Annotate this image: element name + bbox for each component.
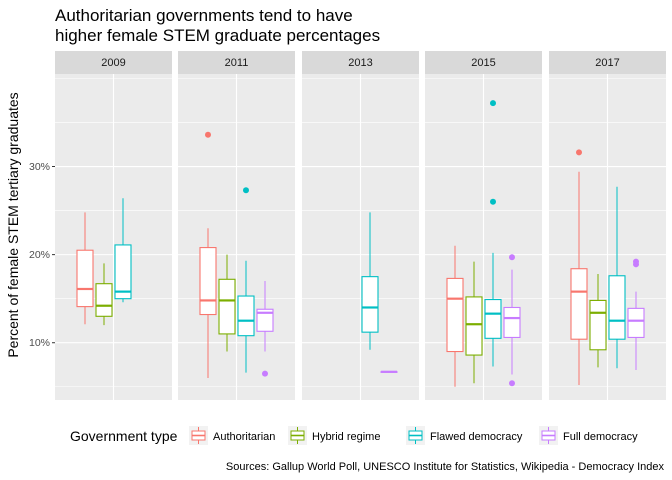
box-body <box>256 308 274 332</box>
facet-strip <box>302 51 419 74</box>
outlier-point <box>243 187 249 194</box>
box-flawed-democracy <box>114 198 132 303</box>
box-body <box>608 275 626 340</box>
y-tick-label: 30% <box>29 161 50 173</box>
box-hybrid-regime <box>218 254 236 352</box>
box-body <box>114 244 132 300</box>
box-full-democracy <box>627 258 645 371</box>
facet-panel-2017: 2017 <box>549 51 666 400</box>
outlier-point <box>509 254 515 261</box>
box-authoritarian <box>199 131 217 378</box>
box-authoritarian <box>570 149 588 386</box>
legend-item-hybrid-regime: Hybrid regime <box>288 426 380 445</box>
facet-strip-label: 2011 <box>225 57 249 69</box>
box-full-democracy <box>503 254 521 387</box>
box-body <box>484 299 502 339</box>
facet-panel-2009: 2009 <box>55 51 172 400</box>
legend-title: Government type <box>70 428 178 444</box>
facet-strip-label: 2009 <box>101 57 125 69</box>
box-body <box>627 307 645 338</box>
legend-label: Hybrid regime <box>312 431 380 443</box>
y-axis-ticks: 10% 20% 30% <box>29 161 55 349</box>
box-full-democracy <box>380 370 398 373</box>
facet-strip <box>549 51 666 74</box>
facet-strip <box>178 51 295 74</box>
outlier-point <box>205 131 211 138</box>
facet-strip <box>425 51 542 74</box>
facet-strip-label: 2013 <box>348 57 372 69</box>
legend-item-full-democracy: Full democracy <box>539 426 638 445</box>
box-body <box>446 277 464 353</box>
box-body <box>76 249 94 308</box>
box-body <box>465 296 483 356</box>
y-axis-label: Percent of female STEM tertiary graduate… <box>5 92 21 357</box>
box-hybrid-regime <box>589 274 607 368</box>
outlier-point <box>262 370 268 377</box>
box-body <box>237 295 255 337</box>
box-body <box>570 268 588 340</box>
box-hybrid-regime <box>465 261 483 384</box>
legend-item-flawed-democracy: Flawed democracy <box>406 426 523 445</box>
box-body <box>589 299 607 351</box>
facet-panel-2011: 2011 <box>178 51 295 400</box>
box-authoritarian <box>76 212 94 325</box>
facet-panels: 2009 2011 2013 2015 2017 <box>55 51 666 400</box>
legend-label: Full democracy <box>563 431 638 443</box>
box-body <box>95 283 113 317</box>
box-hybrid-regime <box>95 263 113 326</box>
y-tick-label: 20% <box>29 249 50 261</box>
y-tick-label: 10% <box>29 337 50 349</box>
box-authoritarian <box>446 245 464 387</box>
box-body <box>361 276 379 333</box>
chart-title-line-1: Authoritarian governments tend to have <box>55 6 353 25</box>
outlier-point <box>490 198 496 205</box>
box-body <box>503 306 521 338</box>
box-body <box>199 247 217 316</box>
facet-panel-2013: 2013 <box>302 51 419 400</box>
legend-item-authoritarian: Authoritarian <box>189 426 275 445</box>
box-body <box>218 278 236 335</box>
box-flawed-democracy <box>608 186 626 369</box>
box-flawed-democracy <box>237 187 255 373</box>
facet-strip-label: 2015 <box>471 57 495 69</box>
box-flawed-democracy <box>361 212 379 350</box>
chart-title-line-2: higher female STEM graduate percentages <box>55 26 380 45</box>
chart-caption: Sources: Gallup World Poll, UNESCO Insti… <box>226 461 665 473</box>
facet-panel-2015: 2015 <box>425 51 542 400</box>
facet-strip <box>55 51 172 74</box>
legend-label: Flawed democracy <box>430 431 523 443</box>
legend-label: Authoritarian <box>213 431 275 443</box>
box-full-democracy <box>256 281 274 377</box>
legend: Government type Authoritarian Hybrid regi… <box>70 426 638 445</box>
facet-strip-label: 2017 <box>595 57 619 69</box>
outlier-point <box>576 149 582 156</box>
outlier-point <box>490 100 496 107</box>
outlier-point <box>633 261 639 268</box>
box-flawed-democracy <box>484 100 502 367</box>
outlier-point <box>509 380 515 387</box>
